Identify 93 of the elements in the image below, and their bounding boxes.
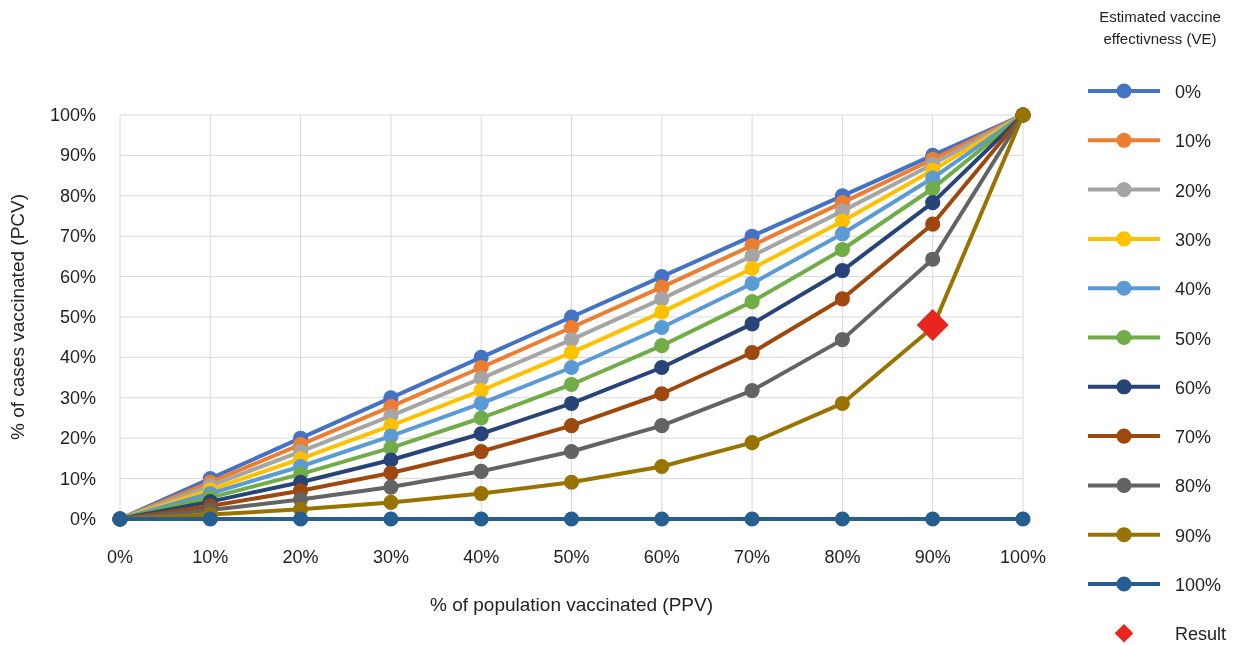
- x-tick-label: 10%: [192, 547, 229, 567]
- point: [834, 332, 850, 348]
- point: [834, 511, 850, 527]
- point: [563, 474, 580, 490]
- point: [654, 304, 670, 320]
- point: [744, 345, 760, 361]
- y-tick-label: 10%: [59, 468, 96, 489]
- point: [654, 418, 670, 434]
- point: [744, 275, 760, 292]
- point: [473, 485, 489, 502]
- legend-label: Result: [1175, 624, 1227, 645]
- legend-title: Estimated vaccine effectivness (VE): [1099, 8, 1221, 47]
- y-tick-label: 80%: [59, 185, 96, 206]
- x-tick-label: 60%: [643, 547, 680, 567]
- legend-label: 40%: [1175, 279, 1212, 300]
- point: [473, 463, 489, 479]
- point: [563, 376, 580, 393]
- point: [563, 443, 580, 460]
- point: [654, 359, 670, 376]
- point: [834, 213, 850, 229]
- point: [834, 226, 850, 242]
- point: [925, 251, 941, 267]
- point: [925, 216, 941, 232]
- y-tick-label: 60%: [59, 266, 96, 287]
- y-axis-title: % of cases vaccinated (PCV): [7, 193, 28, 441]
- legend-label: 20%: [1175, 180, 1212, 201]
- x-tick-label: 70%: [734, 547, 771, 567]
- point: [925, 511, 941, 527]
- x-tick-label: 30%: [372, 547, 409, 567]
- point: [473, 443, 489, 460]
- y-tick-label: 70%: [59, 226, 96, 247]
- point: [744, 435, 760, 451]
- point: [473, 426, 489, 442]
- point: [383, 479, 399, 495]
- point: [834, 241, 850, 258]
- point: [744, 382, 760, 399]
- legend-label: 50%: [1175, 328, 1212, 349]
- x-tick-label: 40%: [463, 547, 500, 567]
- point: [563, 395, 580, 412]
- point: [654, 338, 670, 354]
- y-tick-label: 30%: [59, 387, 96, 408]
- point: [563, 418, 580, 434]
- x-tick-label: 0%: [106, 547, 134, 567]
- legend-label: 100%: [1175, 575, 1222, 595]
- legend-label: 30%: [1175, 229, 1212, 250]
- x-tick-label: 20%: [282, 547, 319, 567]
- x-axis-title: % of population vaccinated (PPV): [429, 594, 714, 615]
- point: [654, 458, 670, 475]
- y-tick-label: 100%: [49, 105, 96, 125]
- point: [563, 359, 580, 376]
- y-tick-label: 90%: [59, 145, 96, 166]
- legend-label: 80%: [1175, 476, 1212, 497]
- y-tick-label: 40%: [59, 347, 96, 368]
- point: [383, 452, 399, 468]
- point: [383, 465, 399, 481]
- point: [834, 262, 850, 279]
- point: [925, 180, 941, 197]
- point: [654, 511, 670, 527]
- point: [916, 309, 949, 342]
- point: [563, 345, 580, 361]
- point: [925, 195, 941, 211]
- point: [383, 494, 399, 510]
- point: [744, 511, 760, 527]
- legend-label: 10%: [1175, 131, 1212, 152]
- y-tick-label: 20%: [59, 428, 96, 449]
- point: [834, 291, 850, 307]
- legend-label: 0%: [1175, 82, 1202, 102]
- point: [654, 291, 670, 307]
- point: [473, 511, 489, 527]
- point: [383, 511, 399, 527]
- point: [1015, 511, 1031, 527]
- point: [473, 410, 489, 426]
- x-tick-label: 80%: [824, 547, 861, 567]
- y-tick-label: 50%: [59, 307, 96, 327]
- point: [834, 395, 850, 412]
- legend-label: 70%: [1175, 427, 1212, 448]
- point: [744, 316, 760, 332]
- point: [563, 511, 580, 527]
- legend-label: 60%: [1175, 377, 1212, 398]
- point: [744, 294, 760, 310]
- point: [563, 332, 580, 348]
- point: [654, 386, 670, 402]
- x-tick-label: 90%: [914, 547, 951, 567]
- point: [473, 395, 489, 412]
- point: [202, 511, 218, 527]
- point: [654, 319, 670, 336]
- x-tick-label: 50%: [553, 547, 590, 567]
- x-tick-label: 100%: [999, 547, 1047, 567]
- y-tick-label: 0%: [69, 509, 96, 529]
- point: [293, 511, 309, 527]
- legend-label: 90%: [1175, 525, 1212, 546]
- point: [744, 260, 760, 277]
- point: [473, 382, 489, 399]
